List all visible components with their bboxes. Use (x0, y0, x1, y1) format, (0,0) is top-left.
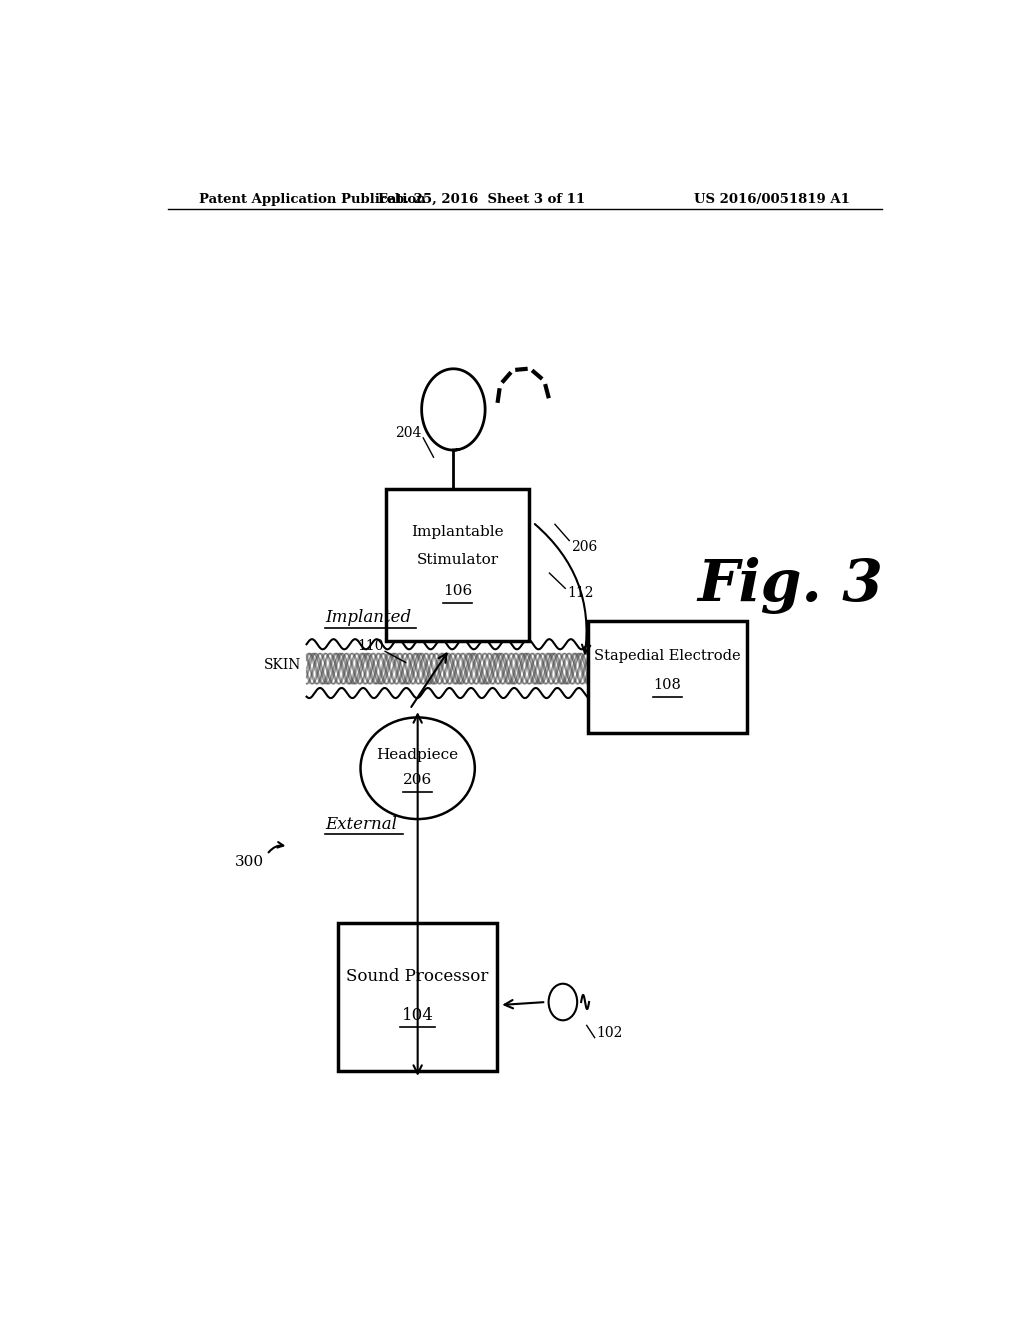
FancyBboxPatch shape (338, 923, 497, 1071)
Text: Implantable: Implantable (411, 525, 504, 540)
Text: Headpiece: Headpiece (377, 748, 459, 762)
Text: Fig. 3: Fig. 3 (697, 557, 884, 614)
Text: 112: 112 (567, 586, 593, 601)
Text: 108: 108 (653, 678, 682, 692)
Text: 106: 106 (442, 585, 472, 598)
FancyBboxPatch shape (386, 488, 528, 642)
Text: 102: 102 (596, 1026, 623, 1040)
Text: Stapedial Electrode: Stapedial Electrode (594, 649, 741, 664)
Text: 206: 206 (570, 540, 597, 553)
FancyBboxPatch shape (588, 620, 748, 733)
Ellipse shape (360, 718, 475, 818)
Text: 104: 104 (401, 1007, 433, 1024)
Text: Sound Processor: Sound Processor (346, 968, 488, 985)
Circle shape (549, 983, 578, 1020)
Text: Patent Application Publication: Patent Application Publication (200, 193, 426, 206)
Text: Implanted: Implanted (325, 610, 411, 626)
Text: US 2016/0051819 A1: US 2016/0051819 A1 (694, 193, 850, 206)
Text: Feb. 25, 2016  Sheet 3 of 11: Feb. 25, 2016 Sheet 3 of 11 (378, 193, 585, 206)
Text: 204: 204 (395, 426, 422, 440)
Text: Stimulator: Stimulator (417, 553, 499, 566)
Text: External: External (325, 816, 397, 833)
Text: SKIN: SKIN (263, 657, 301, 672)
Text: 110: 110 (357, 639, 384, 653)
Text: 300: 300 (234, 855, 264, 869)
Text: 206: 206 (403, 774, 432, 788)
